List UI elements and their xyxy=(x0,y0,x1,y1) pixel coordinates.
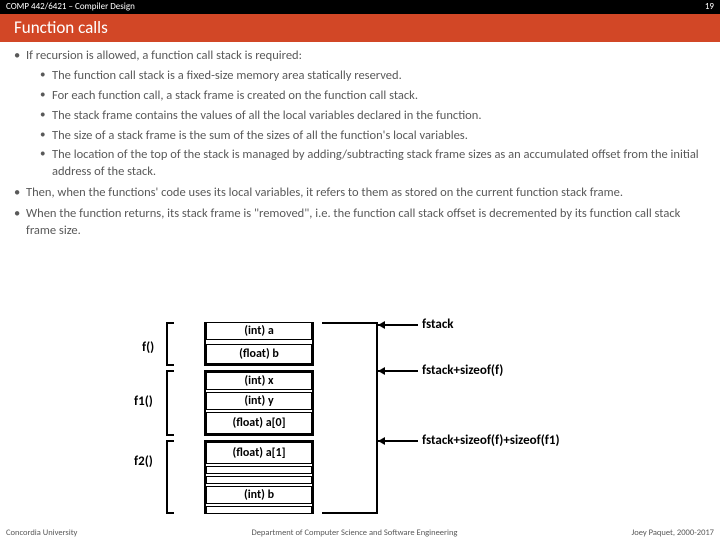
footer-center: Department of Computer Science and Softw… xyxy=(251,527,457,540)
frame-label-f2: f2() xyxy=(134,454,153,469)
bullet-3: When the function returns, its stack fra… xyxy=(14,206,706,240)
course-code: COMP 442/6421 – Compiler Design xyxy=(6,0,135,14)
sub-bullet: The location of the top of the stack is … xyxy=(40,147,706,181)
arrow-head-icon xyxy=(378,367,385,375)
frame-label-f1: f1() xyxy=(134,394,153,409)
stack-label-2: fstack+sizeof(f)+sizeof(f1) xyxy=(422,433,560,448)
bullet-2: Then, when the functions' code uses its … xyxy=(14,185,706,202)
header-bar: COMP 442/6421 – Compiler Design 19 xyxy=(0,0,720,14)
sub-bullet: For each function call, a stack frame is… xyxy=(40,88,706,105)
cell-thin xyxy=(206,466,312,474)
bracket-icon xyxy=(166,440,174,514)
slide-content: If recursion is allowed, a function call… xyxy=(0,42,720,240)
bracket-icon xyxy=(166,370,174,436)
frame-label-f: f() xyxy=(142,340,154,355)
footer-left: Concordia University xyxy=(6,527,77,540)
footer-right: Joey Paquet, 2000-2017 xyxy=(632,527,715,540)
cell-ib: (int) b xyxy=(206,486,312,504)
cell-a0: (float) a[0] xyxy=(206,412,312,434)
stack-label-1: fstack+sizeof(f) xyxy=(422,363,503,378)
arrow-head-icon xyxy=(378,437,385,445)
stack-diagram: f() f1() f2() (int) a (float) b (int) x … xyxy=(160,322,590,518)
bullet-1-text: If recursion is allowed, a function call… xyxy=(26,48,302,63)
sub-bullet: The stack frame contains the values of a… xyxy=(40,108,706,125)
footer-bar: Concordia University Department of Compu… xyxy=(0,527,720,540)
sub-bullet: The function call stack is a fixed-size … xyxy=(40,68,706,85)
cell-a: (int) a xyxy=(206,322,312,340)
page-number: 19 xyxy=(705,0,714,14)
arrow-head-icon xyxy=(378,321,385,329)
bracket-right-icon xyxy=(322,322,378,514)
cell-b: (float) b xyxy=(206,344,312,364)
cell-y: (int) y xyxy=(206,392,312,410)
cell-x: (int) x xyxy=(206,372,312,390)
cell-thin xyxy=(206,476,312,484)
cell-thin xyxy=(206,506,312,514)
bracket-icon xyxy=(166,322,174,366)
stack-label-0: fstack xyxy=(422,317,454,332)
slide-title: Function calls xyxy=(0,14,720,42)
sub-bullet: The size of a stack frame is the sum of … xyxy=(40,128,706,145)
bullet-1: If recursion is allowed, a function call… xyxy=(14,48,706,181)
cell-a1: (float) a[1] xyxy=(206,442,312,464)
